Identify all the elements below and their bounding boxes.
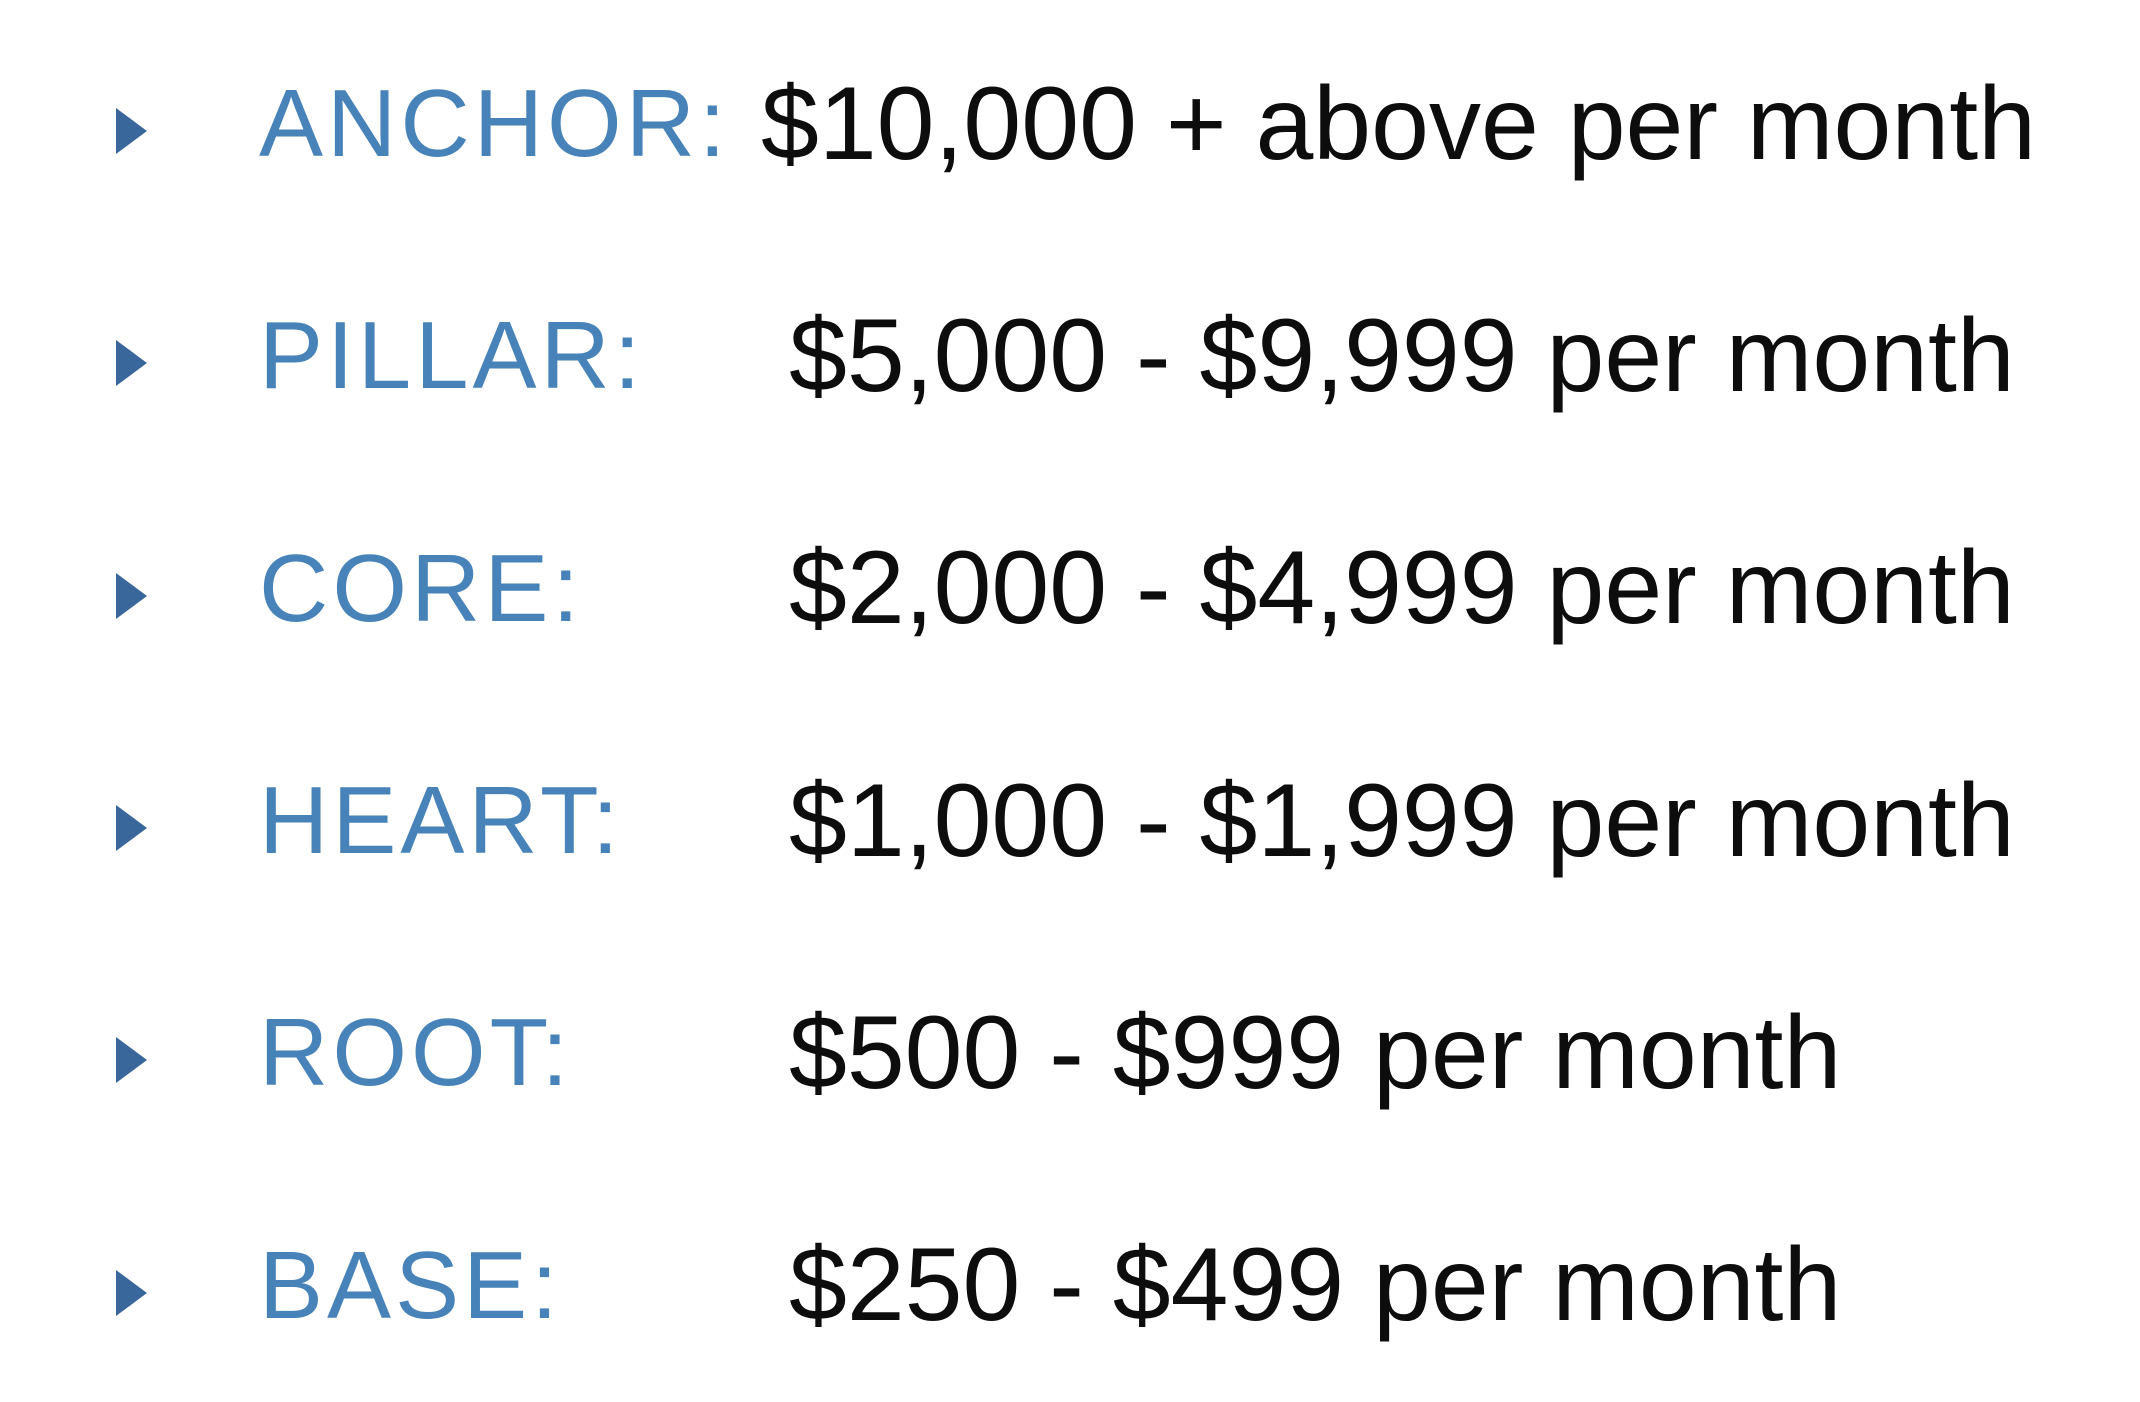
list-item: BASE: $250 - $499 per month [0,1170,2140,1402]
triangle-bullet-icon [116,108,147,155]
tier-label: CORE: [259,534,584,642]
tier-value: $5,000 - $9,999 per month [789,297,2015,414]
tier-label: HEART: [259,767,623,875]
triangle-bullet-icon [116,1269,147,1316]
list-item: HEART: $1,000 - $1,999 per month [0,705,2140,937]
tier-value: $1,000 - $1,999 per month [789,762,2015,879]
list-item: ROOT: $500 - $999 per month [0,937,2140,1169]
tier-value: $250 - $499 per month [789,1227,1842,1344]
tier-value: $10,000 + above per month [761,65,2036,182]
tier-list: ANCHOR: $10,000 + above per month PILLAR… [0,8,2140,1402]
triangle-bullet-icon [116,572,147,619]
triangle-bullet-icon [116,340,147,387]
tier-label: PILLAR: [259,302,645,410]
tier-value: $500 - $999 per month [789,994,1842,1111]
tier-label: ROOT: [259,999,573,1107]
tier-label: ANCHOR: [259,70,730,178]
list-item: CORE: $2,000 - $4,999 per month [0,473,2140,705]
list-item: PILLAR: $5,000 - $9,999 per month [0,240,2140,472]
triangle-bullet-icon [116,1037,147,1084]
tier-value: $2,000 - $4,999 per month [789,530,2015,647]
triangle-bullet-icon [116,805,147,852]
list-item: ANCHOR: $10,000 + above per month [0,8,2140,240]
tier-label: BASE: [259,1231,562,1339]
